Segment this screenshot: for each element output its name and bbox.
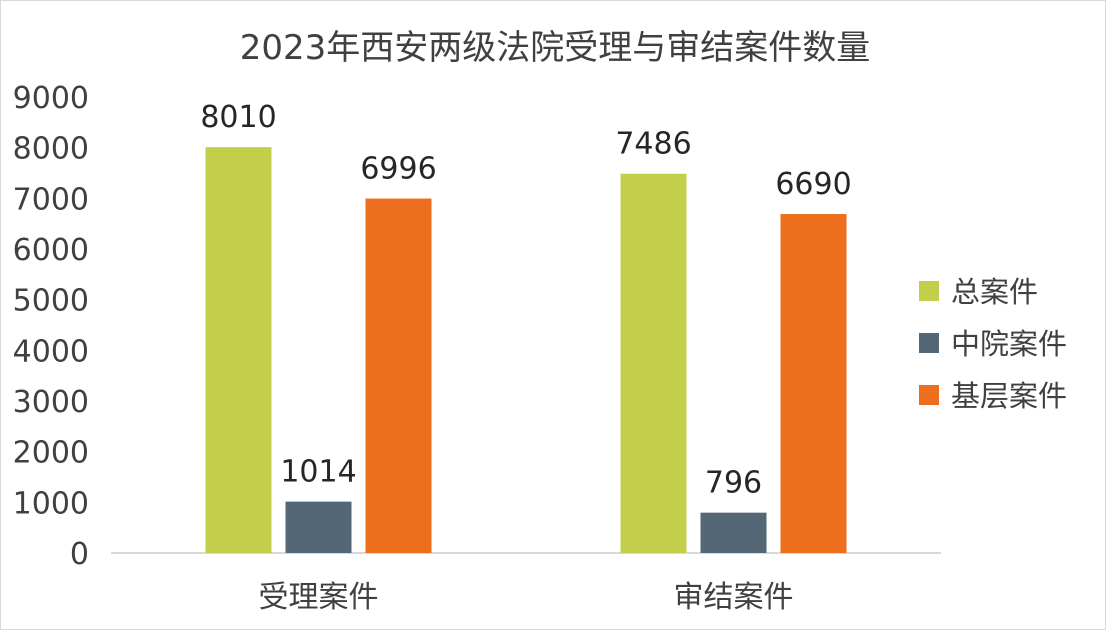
y-tick-label: 0 (70, 537, 89, 572)
bar-2-2 (700, 512, 767, 553)
legend-label: 中院案件 (951, 327, 1067, 361)
data-label: 796 (705, 466, 762, 501)
y-tick-label: 7000 (13, 182, 89, 217)
legend-swatch (919, 385, 939, 405)
data-label: 1014 (280, 455, 356, 490)
data-labels: 8010 1014 6996 7486 796 6690 (200, 100, 851, 501)
bar-2-1 (620, 173, 687, 553)
category-label: 受理案件 (259, 580, 379, 615)
bar-1-1 (205, 147, 272, 553)
y-tick-label: 6000 (13, 233, 89, 268)
y-axis-ticks: 0 1000 2000 3000 4000 5000 6000 7000 8000 9000 (13, 81, 89, 572)
bars (205, 147, 847, 554)
y-tick-label: 5000 (13, 284, 89, 319)
bar-1-2 (285, 501, 352, 553)
category-label: 审结案件 (674, 580, 794, 615)
y-tick-label: 4000 (13, 334, 89, 369)
chart-title: 2023年西安两级法院受理与审结案件数量 (240, 28, 871, 68)
y-tick-label: 3000 (13, 385, 89, 420)
legend-swatch (919, 281, 939, 301)
data-label: 6690 (775, 167, 851, 202)
legend-label: 基层案件 (951, 379, 1067, 413)
y-tick-label: 9000 (13, 81, 89, 116)
y-tick-label: 2000 (13, 436, 89, 471)
y-tick-label: 1000 (13, 486, 89, 521)
x-axis-labels: 受理案件 审结案件 (259, 580, 794, 615)
data-label: 8010 (200, 100, 276, 135)
data-label: 6996 (360, 152, 436, 187)
bar-1-3 (365, 198, 432, 553)
legend-label: 总案件 (951, 275, 1038, 309)
bar-2-3 (780, 214, 847, 554)
data-label: 7486 (615, 127, 691, 162)
legend-swatch (919, 333, 939, 353)
y-tick-label: 8000 (13, 132, 89, 167)
